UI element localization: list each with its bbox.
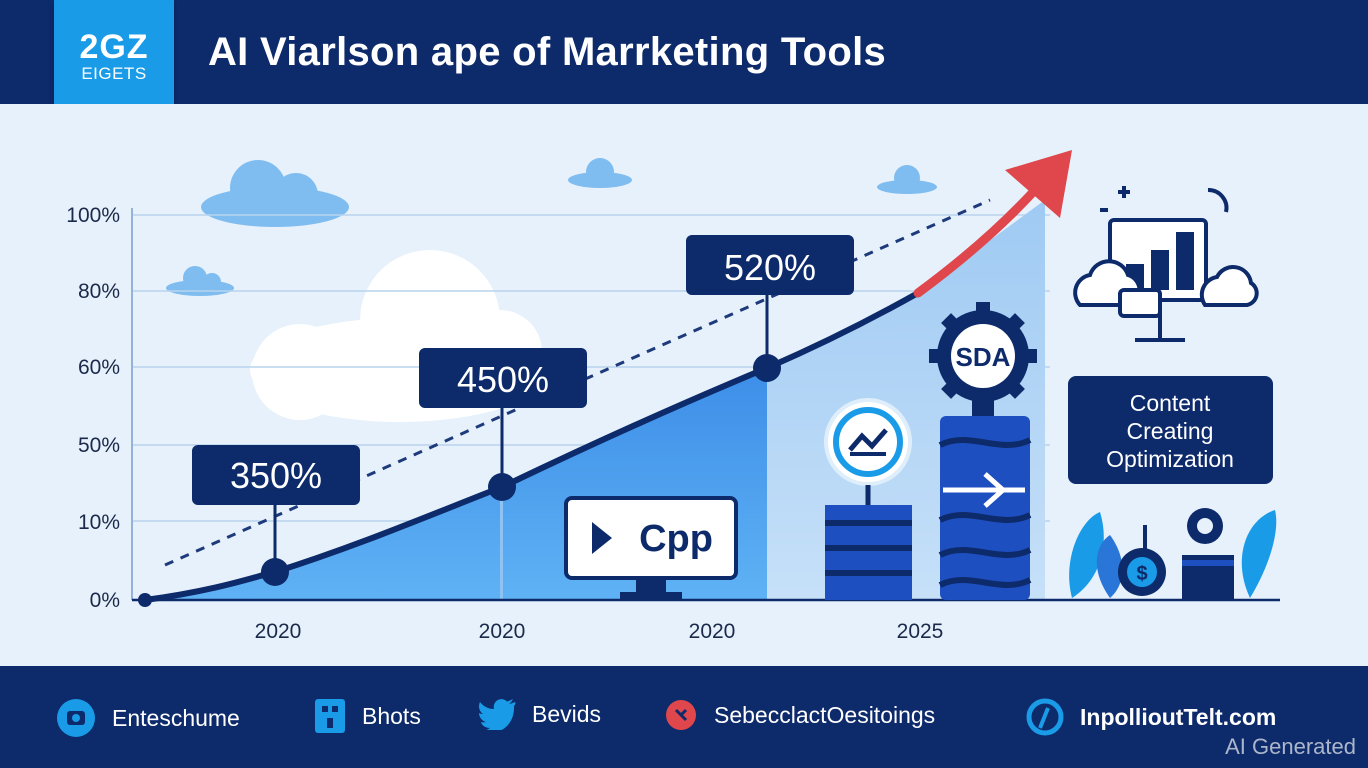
data-label-text: 350%	[230, 455, 322, 496]
y-tick-label: 60%	[78, 356, 120, 379]
footer-item-label: SebecclactOesitoings	[714, 701, 936, 728]
x-tick-label: 2025	[897, 620, 944, 643]
coin-icon: $	[1118, 525, 1166, 596]
data-label: 520%	[686, 235, 854, 295]
pin-icon	[664, 698, 698, 732]
content-box-line: Content	[1130, 390, 1211, 416]
footer-item-app[interactable]: Bhots	[314, 698, 421, 734]
x-ticks: 2020 2020 2020 2025	[255, 620, 944, 643]
content-box-line: Creating	[1127, 418, 1214, 444]
data-point[interactable]	[138, 593, 152, 607]
brand-logo[interactable]: 2GZ EIGETS	[54, 0, 174, 116]
cloud-icon	[166, 266, 234, 296]
footer-item-label: Enteschume	[112, 704, 240, 731]
small-gear-icon	[1182, 508, 1234, 600]
cloud-monitor-icon	[1073, 186, 1259, 342]
footer-item-camera[interactable]: Enteschume	[56, 698, 240, 738]
y-ticks: 100% 80% 60% 50% 10% 0%	[66, 204, 120, 612]
page-title: AI Viarlson ape of Marrketing Tools	[208, 30, 887, 74]
content-box: Content Creating Optimization	[1068, 376, 1273, 484]
database-cylinder-icon	[938, 416, 1032, 600]
chart-area: 100% 80% 60% 50% 10% 0% 2020 2020 2020 2…	[0, 104, 1368, 666]
footer-item-label: Bhots	[362, 702, 421, 729]
y-tick-label: 80%	[78, 280, 120, 303]
x-tick-label: 2020	[255, 620, 302, 643]
data-points	[138, 354, 781, 607]
x-tick-label: 2020	[689, 620, 736, 643]
app-icon	[314, 698, 346, 734]
footer: Enteschume Bhots Bevids SebecclactOesito…	[0, 666, 1368, 768]
logo-text-primary: 2GZ	[79, 28, 149, 66]
footer-item-label: Bevids	[532, 700, 602, 727]
twitter-bird-icon	[478, 698, 516, 730]
globe-icon	[1026, 698, 1064, 736]
gear-label: SDA	[956, 342, 1011, 372]
data-label-text: 520%	[724, 247, 816, 288]
footer-item-twitter[interactable]: Bevids	[478, 698, 601, 730]
data-label-text: 450%	[457, 359, 549, 400]
x-tick-label: 2020	[479, 620, 526, 643]
data-point[interactable]	[488, 473, 516, 501]
data-label: 450%	[419, 348, 587, 408]
chart-badge-icon	[824, 398, 912, 505]
data-point[interactable]	[753, 354, 781, 382]
y-tick-label: 10%	[78, 511, 120, 534]
cpp-label: Cpp	[639, 518, 713, 560]
data-label: 350%	[192, 445, 360, 505]
svg-text:$: $	[1136, 563, 1147, 585]
gear-icon: SDA	[929, 302, 1037, 418]
growth-arrow	[913, 185, 1040, 298]
footer-item-label: InpollioutTelt.com	[1080, 703, 1277, 730]
cloud-icon	[877, 165, 937, 194]
cpp-monitor-icon: Cpp	[564, 496, 738, 600]
arrow-head-icon	[1005, 150, 1072, 218]
leaves-icon	[1069, 510, 1277, 598]
y-tick-label: 0%	[90, 589, 120, 612]
cloud-icon	[568, 158, 632, 188]
data-point[interactable]	[261, 558, 289, 586]
y-tick-label: 50%	[78, 434, 120, 457]
cloud-icon	[201, 160, 349, 227]
header: 2GZ EIGETS AI Viarlson ape of Marrketing…	[0, 0, 1368, 116]
y-tick-label: 100%	[66, 204, 120, 227]
footer-item-website[interactable]: InpollioutTelt.com	[1026, 698, 1276, 736]
camera-icon	[56, 698, 96, 738]
footer-item-pin[interactable]: SebecclactOesitoings	[664, 698, 935, 732]
area-divider	[500, 487, 503, 600]
stacked-bar	[825, 505, 912, 600]
content-box-line: Optimization	[1106, 446, 1234, 472]
ai-watermark: AI Generated	[1225, 734, 1356, 759]
logo-text-secondary: EIGETS	[81, 64, 147, 83]
chart-svg: 100% 80% 60% 50% 10% 0% 2020 2020 2020 2…	[66, 150, 1280, 643]
